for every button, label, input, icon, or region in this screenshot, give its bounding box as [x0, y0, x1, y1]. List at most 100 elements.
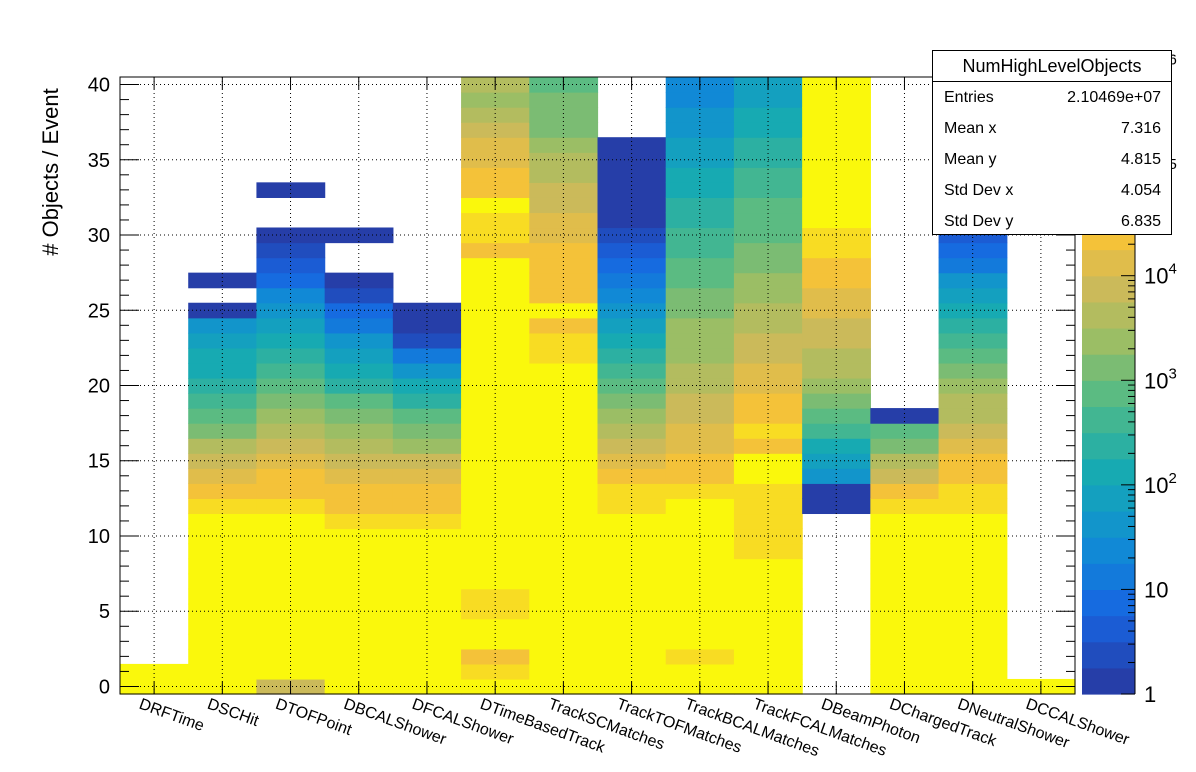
heatmap-cell — [597, 528, 667, 545]
heatmap-cell — [256, 408, 326, 424]
heatmap-cell — [461, 393, 530, 409]
heatmap-cell — [324, 498, 394, 515]
heatmap-cell — [733, 182, 803, 198]
heatmap-cell — [733, 663, 803, 680]
heatmap-cell — [733, 362, 803, 379]
stats-row-std-y: Std Dev y 6.835 — [933, 206, 1171, 237]
color-scale-level — [1082, 354, 1135, 381]
heatmap-cell — [802, 362, 871, 379]
heatmap-cell — [938, 287, 1008, 304]
heatmap-cell — [324, 393, 394, 409]
heatmap-cell — [392, 302, 462, 319]
heatmap-cell — [870, 558, 940, 575]
color-scale-level — [1082, 301, 1135, 329]
heatmap-cell — [597, 393, 667, 409]
heatmap-cell — [597, 302, 667, 319]
heatmap-cell — [392, 543, 462, 560]
heatmap-cell — [392, 362, 462, 379]
heatmap-cell — [529, 332, 599, 349]
heatmap-cell — [256, 498, 326, 515]
heatmap-cell — [733, 167, 803, 183]
x-category-label: DSCHit — [205, 696, 261, 730]
heatmap-cell — [461, 648, 530, 665]
heatmap-cell — [802, 408, 871, 424]
color-scale-level — [1082, 667, 1135, 695]
heatmap-cell — [733, 423, 803, 439]
heatmap-cell — [529, 408, 599, 424]
heatmap-cell — [256, 287, 326, 304]
heatmap-cell — [529, 107, 599, 123]
heatmap-cell — [188, 393, 258, 409]
heatmap-cell — [392, 332, 462, 349]
heatmap-cell — [802, 423, 871, 439]
color-scale-level — [1082, 275, 1135, 303]
heatmap-cell — [665, 498, 735, 515]
heatmap-cell — [529, 558, 599, 575]
heatmap-cell — [324, 558, 394, 575]
stats-label: Entries — [944, 89, 994, 106]
heatmap-cell — [733, 408, 803, 424]
heatmap-cell — [188, 347, 258, 364]
grid-lines — [120, 77, 1075, 694]
heatmap-cell — [392, 663, 462, 680]
heatmap-cell — [461, 408, 530, 424]
heatmap-cell — [733, 558, 803, 575]
heatmap-cell — [529, 393, 599, 409]
heatmap-cell — [256, 558, 326, 575]
heatmap-cell — [938, 588, 1008, 605]
heatmap-cell — [324, 408, 394, 424]
heatmap-cell — [597, 332, 667, 349]
heatmap-cell — [256, 182, 326, 198]
heatmap-cell — [802, 347, 871, 364]
heatmap-cell — [665, 332, 735, 349]
y-axis-title: # Objects / Event — [38, 88, 63, 256]
color-scale-level — [1082, 327, 1135, 355]
heatmap-cell — [665, 588, 735, 605]
heatmap-cell — [256, 618, 326, 635]
heatmap-cell — [597, 663, 667, 680]
heatmap-cell — [665, 347, 735, 364]
heatmap-cell — [733, 347, 803, 364]
heatmap-cell — [733, 242, 803, 259]
heatmap-cell — [802, 393, 871, 409]
heatmap-cell — [665, 423, 735, 439]
z-tick-label: 104 — [1144, 261, 1177, 289]
heatmap-cell — [392, 483, 462, 499]
heatmap-cell — [733, 618, 803, 635]
heatmap-cell — [324, 423, 394, 439]
heatmap-cell — [461, 347, 530, 364]
stats-row-mean-y: Mean y 4.815 — [933, 144, 1171, 175]
heatmap-cell — [597, 618, 667, 635]
heatmap-cell — [597, 272, 667, 289]
heatmap-cell — [529, 543, 599, 560]
heatmap-cell — [665, 648, 735, 665]
heatmap-cell — [597, 588, 667, 605]
heatmap-cell — [461, 498, 530, 515]
heatmap-cell — [188, 272, 258, 289]
heatmap-cell — [733, 468, 803, 484]
heatmap-cell — [324, 227, 394, 244]
heatmap-cell — [188, 468, 258, 484]
stats-row-mean-x: Mean x 7.316 — [933, 113, 1171, 144]
heatmap-cell — [256, 543, 326, 560]
heatmap-cell — [938, 663, 1008, 680]
heatmap-cell — [461, 287, 530, 304]
heatmap-cell — [870, 588, 940, 605]
heatmap-cell — [529, 272, 599, 289]
heatmap-cell — [870, 423, 940, 439]
heatmap-cell — [733, 393, 803, 409]
heatmap-cell — [665, 107, 735, 123]
color-scale-level — [1082, 249, 1135, 277]
heatmap-cell — [597, 498, 667, 515]
heatmap-cell — [938, 347, 1008, 364]
heatmap-cell — [324, 528, 394, 545]
heatmap-cell — [324, 272, 394, 289]
heatmap-cell — [529, 92, 599, 108]
heatmap-cell — [461, 528, 530, 545]
heatmap-cell — [461, 423, 530, 439]
heatmap-cell — [802, 167, 871, 183]
heatmap-cell — [324, 663, 394, 680]
heatmap-cell — [529, 588, 599, 605]
heatmap-cell — [256, 423, 326, 439]
